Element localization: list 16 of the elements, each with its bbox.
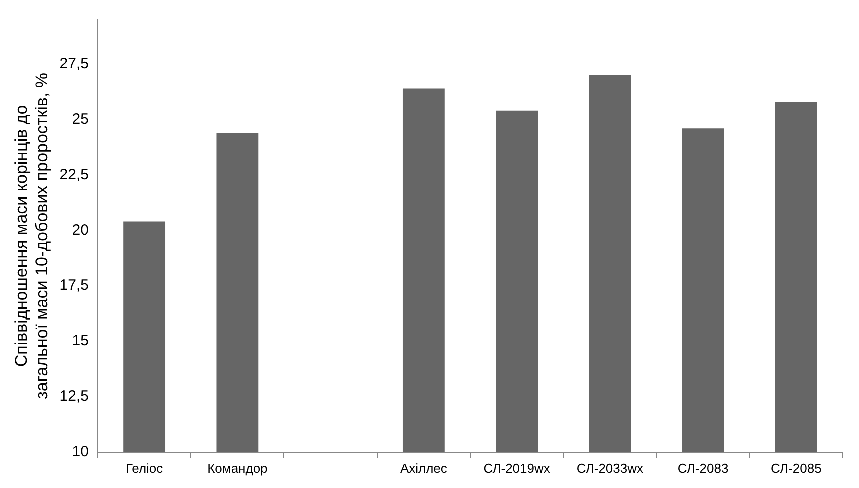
x-tick-label: СЛ-2083 bbox=[678, 460, 729, 476]
x-tick-label: Командор bbox=[208, 460, 268, 476]
y-tick-label: 20 bbox=[72, 222, 89, 239]
x-tick-label: СЛ-2033wx bbox=[576, 460, 644, 476]
x-tick-label: СЛ-2085 bbox=[771, 460, 822, 476]
y-tick-label: 10 bbox=[72, 444, 89, 461]
y-axis-title: Співвідношення маси корінців до загальної маси 10-добових проростків, % bbox=[12, 72, 52, 400]
x-tick-label: СЛ-2019wx bbox=[484, 460, 551, 476]
x-tick-label: Ахіллес bbox=[400, 460, 448, 476]
y-tick-label: 27,5 bbox=[60, 55, 89, 72]
y-tick-label: 25 bbox=[72, 110, 89, 128]
y-tick-label: 22,5 bbox=[60, 166, 89, 184]
y-tick-label: 15 bbox=[72, 332, 89, 350]
x-tick-label: Геліос bbox=[126, 460, 164, 476]
y-tick-label: 12,5 bbox=[60, 388, 89, 406]
y-tick-label: 17,5 bbox=[60, 277, 89, 294]
